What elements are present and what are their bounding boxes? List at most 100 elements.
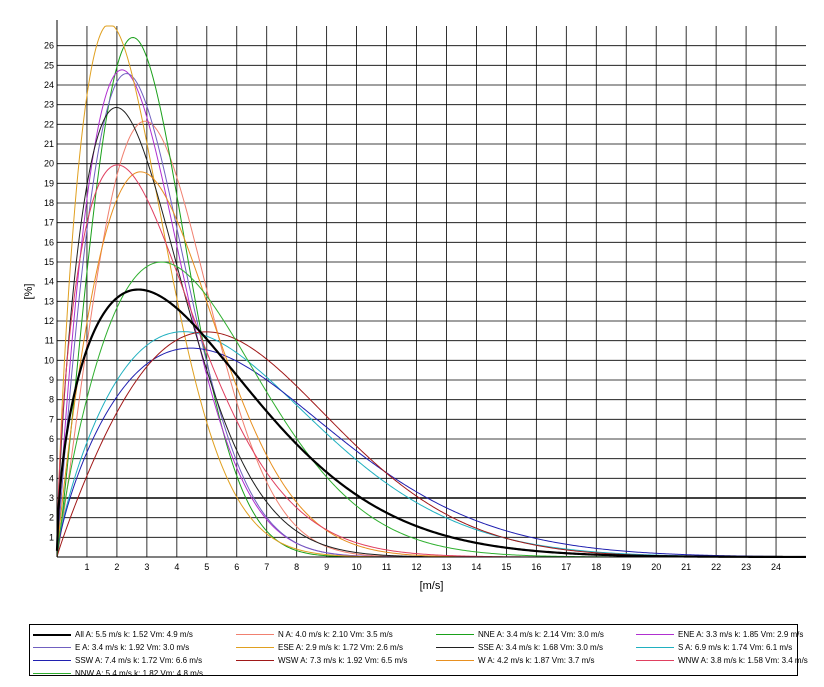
legend-label-4: E A: 3.4 m/s k: 1.92 Vm: 3.0 m/s	[75, 643, 190, 652]
y-tick-label-14: 14	[44, 277, 54, 287]
y-tick-label-2: 2	[49, 513, 54, 523]
legend-swatch-11	[636, 660, 674, 661]
legend-item-10: W A: 4.2 m/s k: 1.87 Vm: 3.7 m/s	[436, 654, 636, 667]
legend-label-2: NNE A: 3.4 m/s k: 2.14 Vm: 3.0 m/s	[478, 630, 604, 639]
legend-swatch-6	[436, 647, 474, 648]
legend-item-8: SSW A: 7.4 m/s k: 1.72 Vm: 6.6 m/s	[33, 654, 236, 667]
legend-item-3: ENE A: 3.3 m/s k: 1.85 Vm: 2.9 m/s	[636, 628, 803, 641]
x-tick-label-19: 19	[621, 562, 631, 572]
x-tick-label-9: 9	[324, 562, 329, 572]
legend-label-3: ENE A: 3.3 m/s k: 1.85 Vm: 2.9 m/s	[678, 630, 804, 639]
y-tick-label-22: 22	[44, 119, 54, 129]
y-tick-label-4: 4	[49, 473, 54, 483]
legend-label-7: S A: 6.9 m/s k: 1.74 Vm: 6.1 m/s	[678, 643, 793, 652]
legend-item-0: All A: 5.5 m/s k: 1.52 Vm: 4.9 m/s	[33, 628, 236, 641]
series-line-2	[56, 36, 806, 558]
y-tick-label-17: 17	[44, 218, 54, 228]
weibull-chart: 1 2 3 4 5 6 7 8 9 10 11 12 13 14 15 16 17 18 19 20 21 22 23 24 …	[23, 20, 807, 592]
legend-label-10: W A: 4.2 m/s k: 1.87 Vm: 3.7 m/s	[478, 656, 595, 665]
series-line-10	[56, 171, 806, 558]
y-tick-label-5: 5	[49, 454, 54, 464]
y-tick-label-25: 25	[44, 60, 54, 70]
y-tick-label-23: 23	[44, 100, 54, 110]
x-tick-label-23: 23	[741, 562, 751, 572]
y-tick-label-16: 16	[44, 237, 54, 247]
legend-swatch-4	[33, 647, 71, 648]
series-line-9	[56, 331, 806, 558]
y-tick-label-24: 24	[44, 80, 54, 90]
x-tick-label-4: 4	[174, 562, 179, 572]
legend-item-1: N A: 4.0 m/s k: 2.10 Vm: 3.5 m/s	[236, 628, 436, 641]
legend-label-1: N A: 4.0 m/s k: 2.10 Vm: 3.5 m/s	[278, 630, 393, 639]
x-tick-label-2: 2	[114, 562, 119, 572]
x-tick-label-18: 18	[591, 562, 601, 572]
legend-swatch-8	[33, 660, 71, 661]
y-tick-label-26: 26	[44, 41, 54, 51]
y-tick-label-15: 15	[44, 257, 54, 267]
y-tick-label-8: 8	[49, 395, 54, 405]
legend-label-11: WNW A: 3.8 m/s k: 1.58 Vm: 3.4 m/s	[678, 656, 808, 665]
y-tick-label-20: 20	[44, 159, 54, 169]
x-tick-label-17: 17	[561, 562, 571, 572]
legend-swatch-10	[436, 660, 474, 661]
legend-swatch-3	[636, 634, 674, 635]
y-tick-label-10: 10	[44, 355, 54, 365]
legend-swatch-12	[33, 673, 71, 674]
series-line-3	[56, 69, 806, 558]
y-tick-labels: 1234567891011121314151617181920212223242…	[44, 41, 54, 543]
x-tick-label-1: 1	[84, 562, 89, 572]
y-tick-label-6: 6	[49, 434, 54, 444]
legend-swatch-9	[236, 660, 274, 661]
y-tick-label-18: 18	[44, 198, 54, 208]
y-tick-label-11: 11	[45, 336, 54, 346]
legend-item-4: E A: 3.4 m/s k: 1.92 Vm: 3.0 m/s	[33, 641, 236, 654]
series-line-0	[55, 288, 807, 559]
x-tick-labels: 1 2 3 4 5 6 7 8 9 10 11 12 13 14 15 16 17 18 19 20 21 22 23 24	[84, 562, 781, 572]
legend-swatch-2	[436, 634, 474, 635]
legend-label-12: NNW A: 5.4 m/s k: 1.82 Vm: 4.8 m/s	[75, 669, 204, 678]
legend-swatch-5	[236, 647, 274, 648]
x-tick-label-16: 16	[531, 562, 541, 572]
plot-grid	[57, 26, 806, 557]
x-tick-label-3: 3	[144, 562, 149, 572]
y-tick-label-19: 19	[44, 178, 54, 188]
legend-label-9: WSW A: 7.3 m/s k: 1.92 Vm: 6.5 m/s	[278, 656, 408, 665]
legend-item-12: NNW A: 5.4 m/s k: 1.82 Vm: 4.8 m/s	[33, 667, 236, 680]
y-tick-label-9: 9	[49, 375, 54, 385]
y-tick-label-21: 21	[44, 139, 54, 149]
legend-swatch-7	[636, 647, 674, 648]
series-line-1	[56, 120, 806, 558]
series-line-8	[56, 347, 807, 558]
legend-grid: All A: 5.5 m/s k: 1.52 Vm: 4.9 m/s N A: 4…	[30, 625, 808, 680]
series-line-12	[56, 261, 806, 558]
legend: All A: 5.5 m/s k: 1.52 Vm: 4.9 m/s N A: 4…	[29, 624, 808, 678]
legend-item-11: WNW A: 3.8 m/s k: 1.58 Vm: 3.4 m/s	[636, 654, 808, 667]
y-tick-label-7: 7	[49, 414, 54, 424]
y-tick-label-12: 12	[44, 316, 54, 326]
x-tick-label-10: 10	[352, 562, 362, 572]
series-line-7	[56, 331, 806, 558]
y-tick-label-13: 13	[44, 296, 54, 306]
x-tick-label-24: 24	[771, 562, 781, 572]
series-curves	[55, 25, 807, 559]
x-tick-label-13: 13	[441, 562, 451, 572]
x-tick-label-14: 14	[471, 562, 481, 572]
x-tick-label-11: 11	[382, 562, 391, 572]
legend-item-6: SSE A: 3.4 m/s k: 1.68 Vm: 3.0 m/s	[436, 641, 636, 654]
y-tick-label-1: 1	[49, 532, 54, 542]
x-tick-label-22: 22	[711, 562, 721, 572]
x-tick-label-20: 20	[651, 562, 661, 572]
legend-swatch-0	[33, 633, 71, 636]
y-tick-label-3: 3	[49, 493, 54, 503]
legend-item-5: ESE A: 2.9 m/s k: 1.72 Vm: 2.6 m/s	[236, 641, 436, 654]
legend-item-7: S A: 6.9 m/s k: 1.74 Vm: 6.1 m/s	[636, 641, 798, 654]
x-tick-label-21: 21	[681, 562, 691, 572]
plot-axes	[56, 20, 806, 558]
legend-item-2: NNE A: 3.4 m/s k: 2.14 Vm: 3.0 m/s	[436, 628, 636, 641]
legend-item-9: WSW A: 7.3 m/s k: 1.92 Vm: 6.5 m/s	[236, 654, 436, 667]
x-tick-label-15: 15	[501, 562, 511, 572]
series-line-6	[56, 106, 806, 558]
x-tick-label-6: 6	[234, 562, 239, 572]
x-tick-label-7: 7	[264, 562, 269, 572]
x-tick-label-12: 12	[412, 562, 422, 572]
